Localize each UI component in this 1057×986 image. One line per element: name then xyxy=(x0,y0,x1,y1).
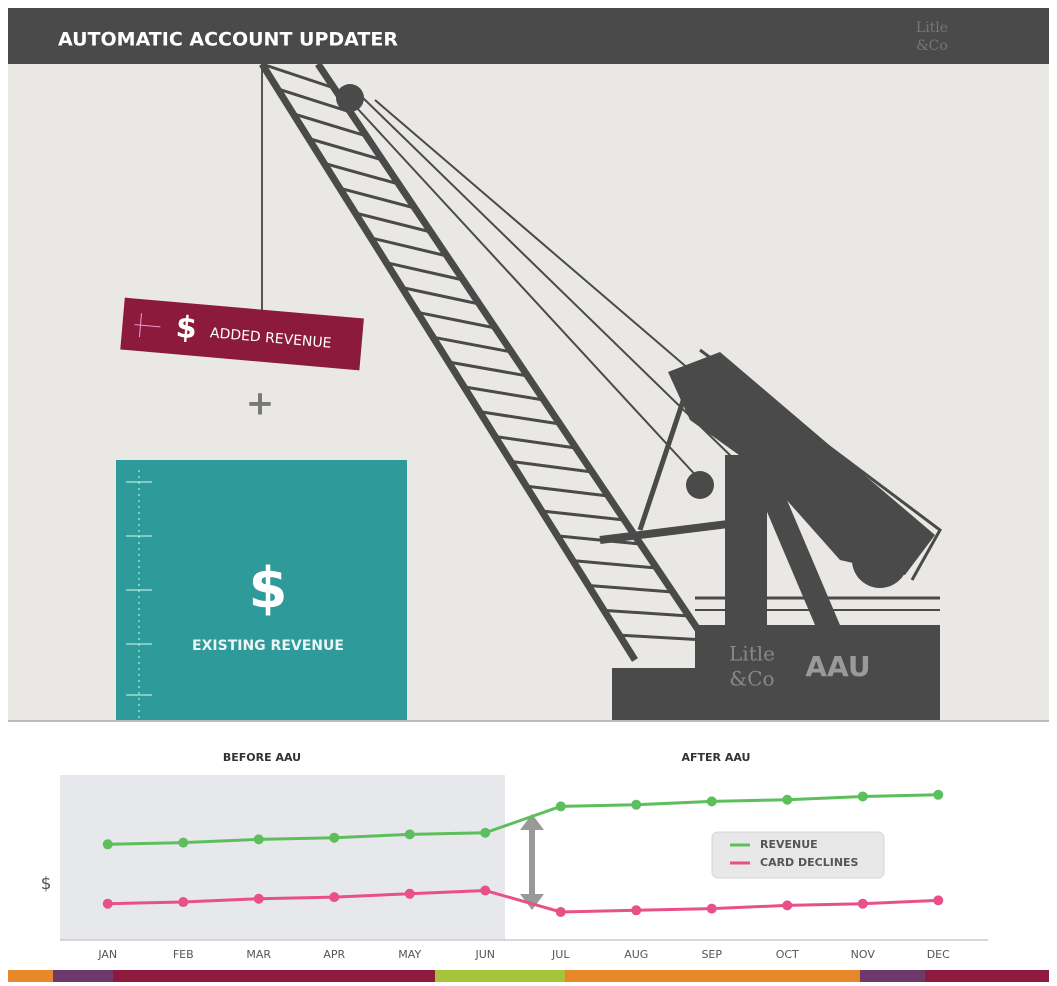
before-region xyxy=(60,775,505,940)
plus-sign: + xyxy=(246,384,275,424)
data-point xyxy=(707,904,717,914)
data-point xyxy=(329,833,339,843)
x-tick-label: JAN xyxy=(97,948,117,961)
hull-label: AAU xyxy=(805,650,870,683)
data-point xyxy=(103,839,113,849)
data-point xyxy=(707,796,717,806)
x-tick-label: MAR xyxy=(246,948,271,961)
x-tick-label: JUL xyxy=(551,948,570,961)
data-point xyxy=(405,889,415,899)
x-tick-label: MAY xyxy=(398,948,421,961)
annotation: BEFORE AAU xyxy=(223,751,301,764)
data-point xyxy=(329,892,339,902)
data-point xyxy=(782,795,792,805)
y-axis-label: $ xyxy=(41,874,52,894)
jump-arrow xyxy=(520,814,544,910)
x-tick-label: FEB xyxy=(173,948,194,961)
header-title: AUTOMATIC ACCOUNT UPDATER xyxy=(58,29,398,51)
x-tick-label: APR xyxy=(323,948,345,961)
color-stripe xyxy=(8,970,1049,982)
data-point xyxy=(178,838,188,848)
data-point xyxy=(631,905,641,915)
x-tick-label: NOV xyxy=(851,948,876,961)
data-point xyxy=(405,829,415,839)
data-point xyxy=(556,907,566,917)
hull-logo: &Co xyxy=(729,667,774,691)
hull-logo: Litle xyxy=(729,642,775,666)
added-symbol: $ xyxy=(174,310,198,347)
data-point xyxy=(858,791,868,801)
data-point xyxy=(178,897,188,907)
existing-revenue-label: EXISTING REVENUE xyxy=(192,638,344,654)
legend-label: REVENUE xyxy=(760,838,818,851)
data-point xyxy=(782,900,792,910)
x-tick-label: JUN xyxy=(474,948,495,961)
data-point xyxy=(254,894,264,904)
data-point xyxy=(254,834,264,844)
infographic: AUTOMATIC ACCOUNT UPDATER Litle &Co Litl… xyxy=(0,0,1057,982)
annotation: AFTER AAU xyxy=(682,751,751,764)
data-point xyxy=(556,801,566,811)
x-tick-label: AUG xyxy=(624,948,648,961)
x-tick-label: DEC xyxy=(927,948,950,961)
legend-label: CARD DECLINES xyxy=(760,856,859,869)
data-point xyxy=(480,886,490,896)
x-tick-label: SEP xyxy=(701,948,722,961)
data-point xyxy=(480,828,490,838)
data-point xyxy=(933,895,943,905)
data-point xyxy=(631,800,641,810)
data-point xyxy=(858,899,868,909)
page: {"header": {"title": "AUTOMATIC ACCOUNT … xyxy=(0,0,1057,982)
header-logo: &Co xyxy=(916,38,948,54)
existing-symbol: $ xyxy=(249,556,288,621)
x-tick-label: OCT xyxy=(776,948,799,961)
data-point xyxy=(933,790,943,800)
header-logo: Litle xyxy=(916,20,948,36)
data-point xyxy=(103,899,113,909)
